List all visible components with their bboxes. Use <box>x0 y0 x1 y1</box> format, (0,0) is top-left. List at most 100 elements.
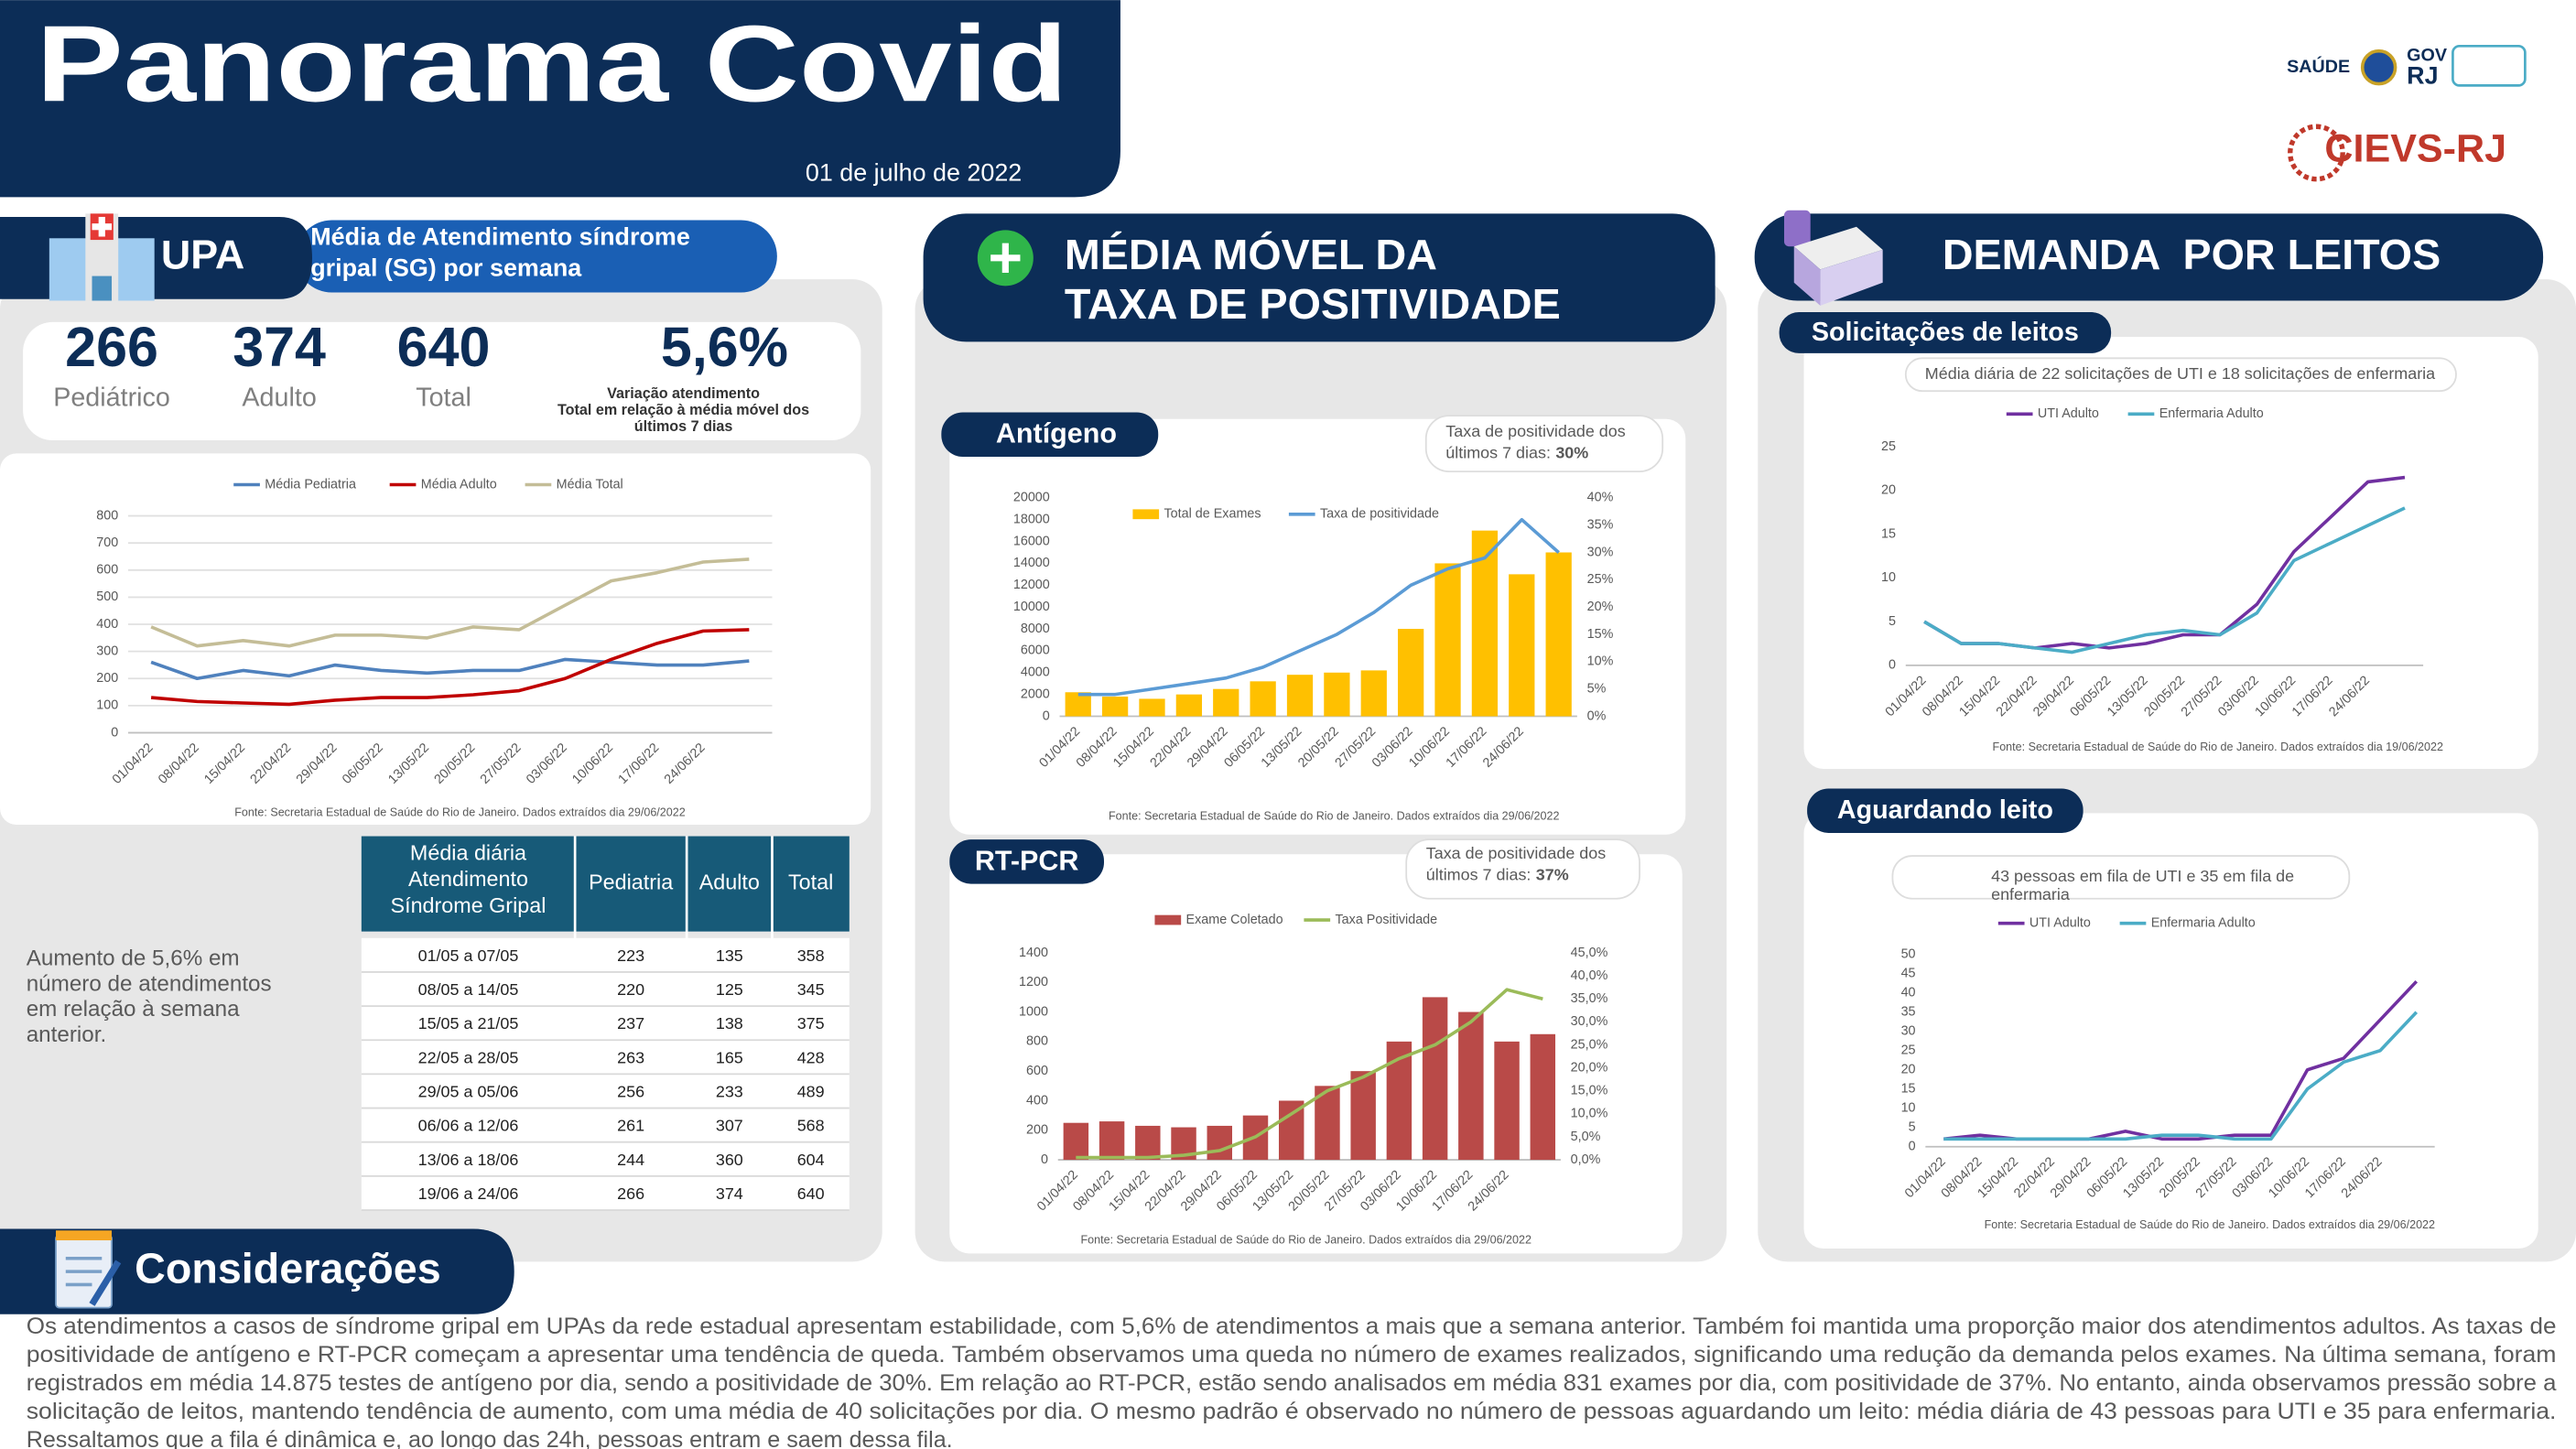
solicitacoes-label: Solicitações de leitos <box>1812 318 2079 347</box>
y-tick-label: 100 <box>96 698 118 713</box>
table-cell: 125 <box>716 980 743 999</box>
upa-subtitle: gripal (SG) por semana <box>310 254 582 281</box>
positividade-header <box>923 213 1716 342</box>
table-cell: 13/06 a 18/06 <box>418 1151 519 1169</box>
table-cell: 375 <box>797 1014 825 1033</box>
y-tick-label: 25 <box>1881 439 1896 454</box>
y2-tick-label: 40% <box>1587 491 1614 505</box>
bar <box>1286 675 1314 717</box>
aguardando-subtitle: enfermaria <box>1991 885 2070 903</box>
bar <box>1139 698 1165 717</box>
header-band <box>0 0 1120 198</box>
logo-cievs-mark <box>2288 124 2345 182</box>
chart-source: Fonte: Secretaria Estadual de Saúde do R… <box>1985 1218 2435 1231</box>
table-header-text: Total <box>788 870 833 894</box>
antigeno-note-text: últimos 7 dias: <box>1445 443 1551 461</box>
legend-label: Enfermaria Adulto <box>2159 406 2264 421</box>
table-cell: 244 <box>617 1151 644 1169</box>
logo-saude: SAÚDE <box>2287 55 2350 77</box>
upa-note: anterior. <box>27 1022 107 1047</box>
legend-label: UTI Adulto <box>2029 915 2091 930</box>
bar <box>1099 1121 1125 1161</box>
bar <box>1063 1122 1089 1161</box>
y-tick-label: 6000 <box>1021 643 1050 658</box>
bar <box>1422 997 1448 1161</box>
aguardando-subtitle-box <box>1891 855 2351 900</box>
y-tick-label: 800 <box>1026 1034 1048 1049</box>
y-tick-label: 15 <box>1881 526 1896 541</box>
legend-label: Total de Exames <box>1164 507 1261 522</box>
stat-value: 266 <box>65 316 158 378</box>
bed-icon <box>1783 210 1883 306</box>
y-tick-label: 1200 <box>1019 975 1048 989</box>
solicitacoes-subtitle: Média diária de 22 solicitações de UTI e… <box>1925 364 2435 383</box>
legend-swatch <box>1132 509 1160 520</box>
logo-rio <box>2452 44 2527 87</box>
y-tick-label: 30 <box>1901 1024 1916 1039</box>
table-cell: 15/05 a 21/05 <box>418 1014 519 1033</box>
table-cell: 165 <box>716 1048 743 1066</box>
line <box>150 557 750 648</box>
y-tick-label: 4000 <box>1021 665 1050 680</box>
bar <box>1101 697 1129 717</box>
consideracoes-line: solicitação de leitos, mantendo tendênci… <box>27 1399 2557 1424</box>
bar <box>1324 672 1350 717</box>
bar <box>1207 1125 1232 1161</box>
y-tick-label: 10 <box>1881 570 1896 585</box>
table-cell: 138 <box>716 1014 743 1033</box>
positividade-heading: MÉDIA MÓVEL DA <box>1065 231 1437 278</box>
antigeno-card <box>949 418 1686 835</box>
y-tick-label: 0 <box>111 725 118 740</box>
chart-source: Fonte: Secretaria Estadual de Saúde do R… <box>1081 1233 1532 1246</box>
legend-label: Taxa de positividade <box>1320 507 1439 522</box>
table-header <box>361 836 850 932</box>
line <box>1923 506 2406 654</box>
y-tick-label: 200 <box>96 671 118 686</box>
upa-subtitle-pill <box>296 220 777 293</box>
y2-tick-label: 20,0% <box>1571 1060 1608 1075</box>
table-cell: 223 <box>617 946 644 965</box>
notepad-icon <box>55 1230 122 1309</box>
y-tick-label: 500 <box>96 589 118 604</box>
y-tick-label: 50 <box>1901 947 1916 962</box>
logo-cievs: CIEVS-RJ <box>2324 127 2506 171</box>
bar <box>1350 1071 1376 1161</box>
chart-source: Fonte: Secretaria Estadual de Saúde do R… <box>234 806 685 819</box>
variation-note: Variação atendimento <box>607 385 760 402</box>
rtpcr-pill <box>949 839 1104 884</box>
y-tick-label: 10000 <box>1013 600 1050 614</box>
logo-rj: RJ <box>2407 62 2438 90</box>
upa-pill <box>0 216 312 299</box>
y-tick-label: 15 <box>1901 1082 1916 1097</box>
rtpcr-note: Taxa de positividade dos <box>1426 844 1606 862</box>
positividade-heading: TAXA DE POSITIVIDADE <box>1065 280 1561 328</box>
legend-swatch <box>1154 914 1182 925</box>
y-tick-label: 20 <box>1881 483 1896 498</box>
antigeno-note: Taxa de positividade dos <box>1445 422 1625 440</box>
table-header-text: Média diária <box>410 840 526 864</box>
rtpcr-note: últimos 7 dias: 37% <box>1426 865 1569 883</box>
stat-label: Total <box>416 384 471 413</box>
table-cell: 360 <box>716 1151 743 1169</box>
bar <box>1494 1041 1520 1161</box>
y2-tick-label: 25,0% <box>1571 1037 1608 1052</box>
y-tick-label: 400 <box>96 617 118 632</box>
y2-tick-label: 30,0% <box>1571 1014 1608 1029</box>
hospital-icon <box>49 213 155 301</box>
stat-label: Pediátrico <box>53 384 170 413</box>
y-tick-label: 40 <box>1901 986 1916 1000</box>
table-cell: 135 <box>716 946 743 965</box>
table-header-text: Adulto <box>699 870 760 894</box>
consideracoes-line: Os atendimentos a casos de síndrome grip… <box>27 1314 2557 1339</box>
bar <box>1065 692 1091 717</box>
stats-box <box>23 321 861 441</box>
bar <box>1250 681 1276 717</box>
line <box>150 628 750 707</box>
line <box>1076 988 1543 1160</box>
antigeno-note-box <box>1424 415 1664 473</box>
variation-note: Total em relação à média móvel dos <box>557 402 809 418</box>
table-cell: 345 <box>797 980 825 999</box>
y-tick-label: 5 <box>1909 1120 1916 1135</box>
